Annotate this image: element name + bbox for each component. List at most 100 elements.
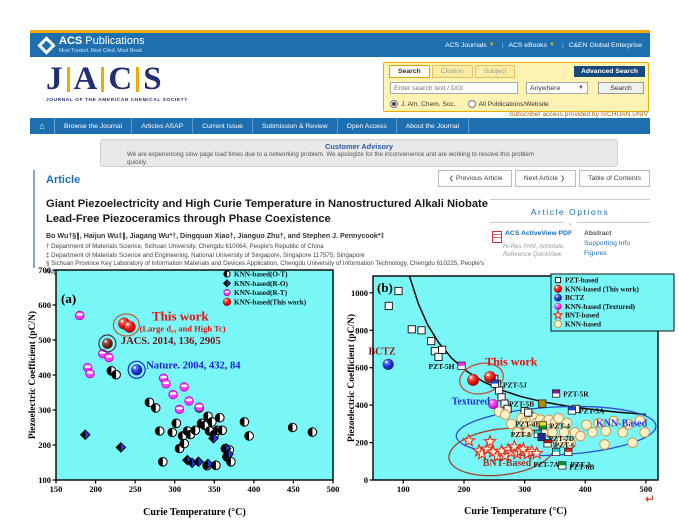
article-options-panel: Article Options ⌄ ACS ActiveView PDF Hi-… xyxy=(490,199,650,260)
svg-text:PZT-5H: PZT-5H xyxy=(429,362,455,371)
divider: | xyxy=(501,41,504,49)
tab-subject[interactable]: Subject xyxy=(474,65,516,78)
link-supporting-info[interactable]: Supporting Info xyxy=(584,240,631,247)
pdf-subtext-2: Reference QuickView xyxy=(503,250,562,258)
svg-text:400: 400 xyxy=(38,370,51,380)
article-authors: Bo Wu†§∥, Haijun Wu‡∥, Jiagang Wu*†, Din… xyxy=(46,232,385,241)
next-article-button[interactable]: Next Article ❯ xyxy=(514,170,577,187)
figure-panel-a: This work (Large d₃₃ and High Tc) JACS. 20… xyxy=(24,265,346,523)
search-panel: Search Citation Subject Advanced Search … xyxy=(383,62,649,112)
masthead: J A C S JOURNAL OF THE AMERICAN CHEMICAL… xyxy=(30,57,650,118)
svg-text:600: 600 xyxy=(355,363,368,373)
gold-bar xyxy=(136,67,140,92)
menu-acs-journals[interactable]: ACS Journals xyxy=(445,41,487,49)
search-scope-select[interactable]: Anywhere ▼ xyxy=(526,82,588,94)
acs-brand[interactable]: ACS Publications Most Trusted. Most Cite… xyxy=(59,36,145,54)
journal-nav: ⌂ Browse the Journal Articles ASAP Curre… xyxy=(30,118,650,134)
svg-text:350: 350 xyxy=(208,484,221,494)
svg-text:JACS. 2014, 136, 2905: JACS. 2014, 136, 2905 xyxy=(121,336,221,347)
nav-current-issue[interactable]: Current Issue xyxy=(193,118,253,134)
affiliation-2: ‡ Department of Materials Science and En… xyxy=(46,251,365,259)
svg-text:300: 300 xyxy=(168,484,181,494)
customer-advisory: Customer Advisory We are experiencing sl… xyxy=(100,139,618,167)
svg-text:150: 150 xyxy=(50,484,63,494)
radio-jacs[interactable] xyxy=(390,100,398,108)
svg-text:BNT-Based: BNT-Based xyxy=(483,458,532,469)
svg-text:This work: This work xyxy=(485,355,538,369)
chevron-left-icon: ❮ xyxy=(448,176,454,182)
chevron-down-icon: ⌄ xyxy=(564,219,576,227)
svg-text:0: 0 xyxy=(364,475,368,485)
jacs-letter-s: S xyxy=(143,61,162,97)
svg-text:100: 100 xyxy=(38,475,51,485)
svg-text:400: 400 xyxy=(355,400,368,410)
svg-text:300: 300 xyxy=(38,405,51,415)
search-button[interactable]: Search xyxy=(598,82,644,94)
svg-text:400: 400 xyxy=(248,484,261,494)
svg-text:(a): (a) xyxy=(61,291,76,306)
radio-jacs-label: J. Am. Chem. Soc. xyxy=(401,100,456,108)
svg-text:PZT-2: PZT-2 xyxy=(570,460,590,469)
svg-text:1000: 1000 xyxy=(351,288,368,298)
tab-citation[interactable]: Citation xyxy=(431,65,473,78)
table-of-contents-button[interactable]: Table of Contents xyxy=(579,170,650,187)
gold-bar xyxy=(66,67,70,92)
radio-all-publications[interactable] xyxy=(467,100,476,108)
svg-text:KNN-based (This work): KNN-based (This work) xyxy=(565,285,639,293)
svg-text:KNN-based (Textured): KNN-based (Textured) xyxy=(565,303,636,311)
subscriber-access-text: Subscriber access provided by SICHUAN UN… xyxy=(509,111,648,118)
acs-header-bar: ACS Publications Most Trusted. Most Cite… xyxy=(30,30,650,57)
return-mark: ↵ xyxy=(645,492,656,506)
nav-about-journal[interactable]: About the Journal xyxy=(397,118,470,134)
brand-acs: ACS xyxy=(59,35,83,47)
svg-text:KNN-based(R-O): KNN-based(R-O) xyxy=(234,280,289,288)
menu-cen-global[interactable]: C&EN Global Enterprise xyxy=(568,41,642,49)
figure-panel-b: PZT-5H PZT-5J PZT-5R PZT-5B PZT-5A PZT-4D PZT-… xyxy=(346,272,678,522)
advanced-search-button[interactable]: Advanced Search xyxy=(573,66,645,77)
svg-text:800: 800 xyxy=(355,325,368,335)
svg-text:KNN-based(O-T): KNN-based(O-T) xyxy=(234,271,288,279)
radio-all-publications-label: All Publications/Website xyxy=(478,100,549,108)
article-bar: Article ❮ Previous Article Next Article ❯ … xyxy=(30,168,650,194)
pdf-icon xyxy=(492,231,502,243)
svg-text:BCTZ: BCTZ xyxy=(368,347,396,358)
svg-text:300: 300 xyxy=(518,484,531,494)
link-figures[interactable]: Figures xyxy=(584,250,607,257)
chevron-down-icon: ▼ xyxy=(578,85,584,91)
article-left-rule xyxy=(33,170,35,268)
svg-text:200: 200 xyxy=(355,438,368,448)
chevron-right-icon: ❯ xyxy=(560,176,566,182)
jacs-logo[interactable]: J A C S JOURNAL OF THE AMERICAN CHEMICAL… xyxy=(46,61,188,104)
jacs-letter-j: J xyxy=(46,61,63,97)
tab-search[interactable]: Search xyxy=(389,65,430,78)
nav-open-access[interactable]: Open Access xyxy=(338,118,397,134)
link-abstract[interactable]: Abstract xyxy=(584,230,612,237)
nav-browse-journal[interactable]: Browse the Journal xyxy=(55,118,133,134)
menu-acs-ebooks[interactable]: ACS eBooks xyxy=(508,41,547,49)
divider: | xyxy=(561,41,564,49)
svg-text:400: 400 xyxy=(579,484,592,494)
svg-text:KNN-based(R-T): KNN-based(R-T) xyxy=(234,289,288,297)
svg-text:500: 500 xyxy=(327,484,340,494)
article-type-label: Article xyxy=(46,174,81,186)
search-input[interactable] xyxy=(390,82,518,94)
svg-text:PZT-5A: PZT-5A xyxy=(579,406,605,415)
article-options-title: Article Options xyxy=(530,207,610,217)
chevron-down-icon: ▼ xyxy=(548,42,555,48)
article-title: Giant Piezoelectricity and High Curie Te… xyxy=(46,198,488,225)
svg-text:500: 500 xyxy=(38,335,51,345)
chevron-down-icon: ▼ xyxy=(488,42,495,48)
svg-text:Nature. 2004, 432, 84: Nature. 2004, 432, 84 xyxy=(146,360,241,371)
svg-text:700: 700 xyxy=(38,265,51,275)
previous-article-button[interactable]: ❮ Previous Article xyxy=(437,170,512,187)
advisory-title: Customer Advisory xyxy=(325,142,393,151)
svg-text:Piezoelectric Coefficient (pC/: Piezoelectric Coefficient (pC/N) xyxy=(346,314,357,442)
search-scope-value: Anywhere xyxy=(530,84,561,92)
nav-articles-asap[interactable]: Articles ASAP xyxy=(132,118,194,134)
svg-text:PZT-6B: PZT-6B xyxy=(569,462,594,471)
svg-text:PZT-8: PZT-8 xyxy=(511,430,531,439)
svg-text:600: 600 xyxy=(38,300,51,310)
activeview-pdf-link[interactable]: ACS ActiveView PDF xyxy=(505,230,573,237)
nav-submission-review[interactable]: Submission & Review xyxy=(253,118,338,134)
home-icon[interactable]: ⌂ xyxy=(30,118,55,134)
